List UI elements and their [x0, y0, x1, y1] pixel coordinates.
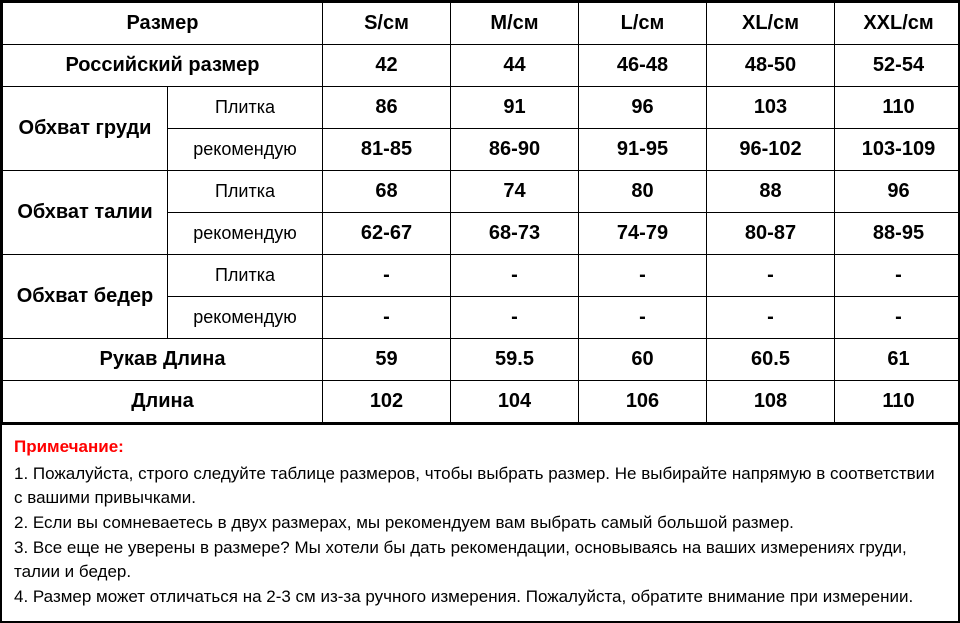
russian-size-label: Российский размер: [3, 45, 323, 87]
cell: -: [323, 297, 451, 339]
group-label-waist: Обхват талии: [3, 171, 168, 255]
cell: 91-95: [579, 129, 707, 171]
cell: 80-87: [707, 213, 835, 255]
cell: -: [707, 255, 835, 297]
cell: 88: [707, 171, 835, 213]
cell: 81-85: [323, 129, 451, 171]
row-label-sleeve: Рукав Длина: [3, 339, 323, 381]
table-row: Длина 102 104 106 108 110: [3, 381, 960, 423]
notes-section: Примечание: 1. Пожалуйста, строго следуй…: [2, 423, 958, 621]
cell: -: [451, 255, 579, 297]
table-row: Рукав Длина 59 59.5 60 60.5 61: [3, 339, 960, 381]
group-label-chest: Обхват груди: [3, 87, 168, 171]
sub-label: Плитка: [168, 171, 323, 213]
cell: -: [707, 297, 835, 339]
note-line: 1. Пожалуйста, строго следуйте таблице р…: [14, 462, 946, 511]
sub-label: Плитка: [168, 87, 323, 129]
cell: 106: [579, 381, 707, 423]
cell: 102: [323, 381, 451, 423]
table-row: Размер S/см M/см L/см XL/см XXL/см: [3, 3, 960, 45]
cell: 104: [451, 381, 579, 423]
cell: 68-73: [451, 213, 579, 255]
cell: -: [451, 297, 579, 339]
header-size-label: Размер: [3, 3, 323, 45]
cell: 96-102: [707, 129, 835, 171]
cell: 86-90: [451, 129, 579, 171]
cell: 96: [579, 87, 707, 129]
cell: -: [579, 297, 707, 339]
sub-label: рекомендую: [168, 297, 323, 339]
cell: 60: [579, 339, 707, 381]
cell: 46-48: [579, 45, 707, 87]
cell: 74-79: [579, 213, 707, 255]
sub-label: рекомендую: [168, 129, 323, 171]
cell: 42: [323, 45, 451, 87]
cell: 62-67: [323, 213, 451, 255]
cell: 52-54: [835, 45, 960, 87]
cell: 59: [323, 339, 451, 381]
size-col-header: M/см: [451, 3, 579, 45]
cell: 88-95: [835, 213, 960, 255]
cell: 59.5: [451, 339, 579, 381]
cell: 91: [451, 87, 579, 129]
table-row: Обхват груди Плитка 86 91 96 103 110: [3, 87, 960, 129]
note-line: 4. Размер может отличаться на 2-3 см из-…: [14, 585, 946, 610]
cell: 86: [323, 87, 451, 129]
notes-title: Примечание:: [14, 435, 946, 460]
size-col-header: S/см: [323, 3, 451, 45]
size-col-header: XXL/см: [835, 3, 960, 45]
cell: 48-50: [707, 45, 835, 87]
cell: 74: [451, 171, 579, 213]
cell: 110: [835, 87, 960, 129]
sub-label: Плитка: [168, 255, 323, 297]
group-label-hips: Обхват бедер: [3, 255, 168, 339]
cell: -: [835, 297, 960, 339]
cell: 103-109: [835, 129, 960, 171]
cell: 61: [835, 339, 960, 381]
table-row: Российский размер 42 44 46-48 48-50 52-5…: [3, 45, 960, 87]
cell: 110: [835, 381, 960, 423]
cell: 103: [707, 87, 835, 129]
cell: 108: [707, 381, 835, 423]
row-label-length: Длина: [3, 381, 323, 423]
cell: 96: [835, 171, 960, 213]
size-col-header: XL/см: [707, 3, 835, 45]
cell: 44: [451, 45, 579, 87]
cell: 60.5: [707, 339, 835, 381]
cell: 68: [323, 171, 451, 213]
table-row: Обхват бедер Плитка - - - - -: [3, 255, 960, 297]
cell: -: [579, 255, 707, 297]
cell: -: [835, 255, 960, 297]
size-col-header: L/см: [579, 3, 707, 45]
sub-label: рекомендую: [168, 213, 323, 255]
table-row: Обхват талии Плитка 68 74 80 88 96: [3, 171, 960, 213]
size-table: Размер S/см M/см L/см XL/см XXL/см Росси…: [2, 2, 960, 423]
cell: -: [323, 255, 451, 297]
size-chart-container: Размер S/см M/см L/см XL/см XXL/см Росси…: [0, 0, 960, 623]
cell: 80: [579, 171, 707, 213]
note-line: 2. Если вы сомневаетесь в двух размерах,…: [14, 511, 946, 536]
note-line: 3. Все еще не уверены в размере? Мы хоте…: [14, 536, 946, 585]
